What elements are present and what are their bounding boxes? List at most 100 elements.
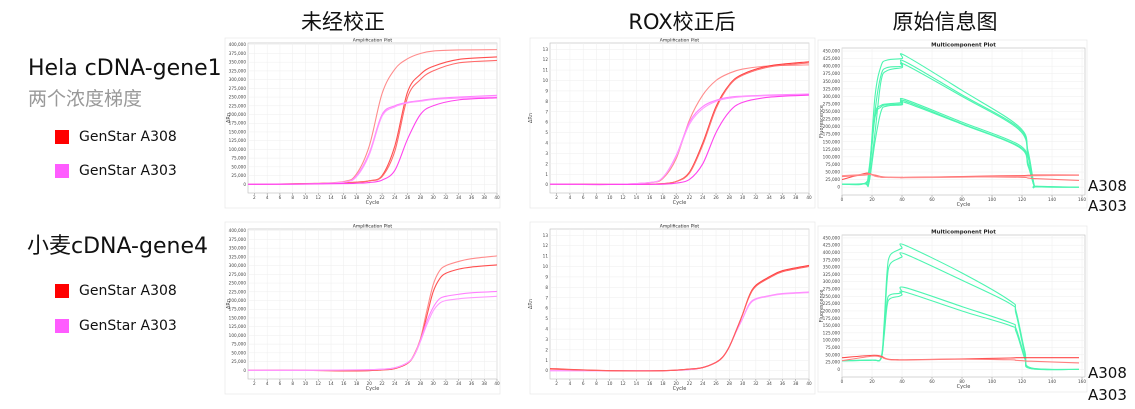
x-tick-label: 28 bbox=[418, 381, 424, 386]
y-tick-label: 225,000 bbox=[229, 289, 247, 294]
y-tick-label: 250,000 bbox=[229, 281, 247, 286]
x-tick-label: 30 bbox=[740, 195, 746, 200]
chart-title: Amplification Plot bbox=[660, 38, 700, 44]
x-tick-label: 22 bbox=[687, 195, 693, 200]
x-tick-label: 60 bbox=[929, 379, 935, 384]
y-tick-label: 0 bbox=[243, 182, 246, 187]
y-tick-label: 11 bbox=[543, 254, 549, 259]
y-tick-label: 50,000 bbox=[231, 164, 246, 169]
x-tick-label: 26 bbox=[713, 195, 719, 200]
y-tick-label: 400,000 bbox=[823, 64, 841, 69]
x-tick-label: 30 bbox=[430, 195, 436, 200]
x-axis-label: Cycle bbox=[957, 384, 971, 390]
y-tick-label: 250,000 bbox=[229, 95, 247, 100]
x-tick-label: 38 bbox=[482, 195, 488, 200]
annotation-a303: A303 bbox=[1088, 386, 1127, 404]
x-tick-label: 2 bbox=[555, 381, 558, 386]
x-tick-label: 18 bbox=[354, 195, 360, 200]
x-tick-label: 40 bbox=[899, 197, 905, 202]
x-tick-label: 32 bbox=[753, 195, 759, 200]
row1-subtitle: 两个浓度梯度 bbox=[28, 88, 143, 110]
x-tick-label: 0 bbox=[841, 197, 844, 202]
x-tick-label: 14 bbox=[328, 195, 334, 200]
series-line bbox=[549, 94, 810, 186]
series-line bbox=[841, 173, 1080, 179]
x-tick-label: 38 bbox=[482, 381, 488, 386]
y-tick-label: 375,000 bbox=[823, 257, 841, 262]
y-axis-label: ΔRn bbox=[528, 113, 534, 123]
x-tick-label: 20 bbox=[674, 381, 680, 386]
x-tick-label: 8 bbox=[595, 381, 598, 386]
plot-area bbox=[247, 42, 498, 194]
y-tick-label: 0 bbox=[545, 368, 548, 373]
y-tick-label: 275,000 bbox=[229, 272, 247, 277]
y-tick-label: 300,000 bbox=[229, 77, 247, 82]
x-tick-label: 16 bbox=[647, 195, 653, 200]
legend-item-a308: GenStar A308 bbox=[55, 283, 177, 299]
y-tick-label: 225,000 bbox=[823, 301, 841, 306]
chart-6: Multicomponent Plot 0 20 40 60 80 100 120 140 160… bbox=[817, 225, 1088, 393]
y-tick-label: 13 bbox=[543, 233, 549, 238]
x-tick-label: 40 bbox=[806, 195, 812, 200]
chart-frame bbox=[224, 37, 501, 209]
y-tick-label: 400,000 bbox=[229, 42, 247, 47]
x-tick-label: 20 bbox=[869, 197, 875, 202]
y-tick-label: 50,000 bbox=[231, 350, 246, 355]
y-tick-label: 150,000 bbox=[823, 323, 841, 328]
x-tick-label: 24 bbox=[700, 195, 706, 200]
y-tick-label: 9 bbox=[545, 88, 548, 93]
x-tick-label: 2 bbox=[253, 195, 256, 200]
x-tick-label: 6 bbox=[279, 381, 282, 386]
x-tick-label: 40 bbox=[494, 381, 500, 386]
y-tick-label: 5 bbox=[545, 130, 548, 135]
chart-frame bbox=[817, 225, 1088, 393]
y-tick-label: 2 bbox=[545, 161, 548, 166]
x-tick-label: 120 bbox=[1018, 197, 1026, 202]
x-tick-label: 6 bbox=[582, 195, 585, 200]
y-tick-label: 25,000 bbox=[825, 177, 840, 182]
x-tick-label: 8 bbox=[595, 195, 598, 200]
y-tick-label: 200,000 bbox=[823, 124, 841, 129]
y-axis-label: Fluorescence bbox=[819, 290, 825, 323]
x-tick-label: 80 bbox=[959, 379, 965, 384]
x-tick-label: 20 bbox=[367, 381, 373, 386]
series-line bbox=[841, 100, 1080, 189]
column-header-rox-corrected: ROX校正后 bbox=[628, 10, 736, 34]
y-tick-label: 13 bbox=[543, 47, 549, 52]
chart-frame bbox=[529, 221, 816, 395]
x-tick-label: 24 bbox=[700, 381, 706, 386]
y-tick-label: 3 bbox=[545, 337, 548, 342]
y-tick-label: 250,000 bbox=[823, 109, 841, 114]
chart-title: Amplification Plot bbox=[353, 38, 393, 44]
x-tick-label: 0 bbox=[841, 379, 844, 384]
y-tick-label: 300,000 bbox=[823, 94, 841, 99]
y-tick-label: 0 bbox=[243, 368, 246, 373]
x-tick-label: 2 bbox=[253, 381, 256, 386]
y-tick-label: 75,000 bbox=[825, 162, 840, 167]
y-tick-label: 325,000 bbox=[229, 254, 247, 259]
x-tick-label: 26 bbox=[405, 381, 411, 386]
y-tick-label: 3 bbox=[545, 151, 548, 156]
x-tick-label: 100 bbox=[988, 197, 996, 202]
y-tick-label: 300,000 bbox=[229, 263, 247, 268]
y-axis-label: ΔRn bbox=[226, 299, 232, 309]
y-tick-label: 100,000 bbox=[823, 338, 841, 343]
x-tick-label: 22 bbox=[379, 381, 385, 386]
y-tick-label: 125,000 bbox=[823, 330, 841, 335]
annotation-a308: A308 bbox=[1088, 364, 1127, 382]
annotation-a303: A303 bbox=[1088, 197, 1127, 215]
y-tick-label: 0 bbox=[837, 185, 840, 190]
y-tick-label: 175,000 bbox=[229, 307, 247, 312]
legend-swatch-magenta bbox=[55, 319, 69, 333]
legend-swatch-red bbox=[55, 130, 69, 144]
row1-sample-title: Hela cDNA-gene1 bbox=[28, 56, 222, 81]
x-tick-label: 32 bbox=[443, 195, 449, 200]
x-tick-label: 34 bbox=[766, 381, 772, 386]
x-axis-label: Cycle bbox=[673, 386, 687, 392]
x-tick-label: 26 bbox=[405, 195, 411, 200]
x-tick-label: 14 bbox=[634, 195, 640, 200]
y-tick-label: 75,000 bbox=[231, 342, 246, 347]
x-tick-label: 38 bbox=[793, 195, 799, 200]
legend-label: GenStar A303 bbox=[79, 163, 177, 179]
